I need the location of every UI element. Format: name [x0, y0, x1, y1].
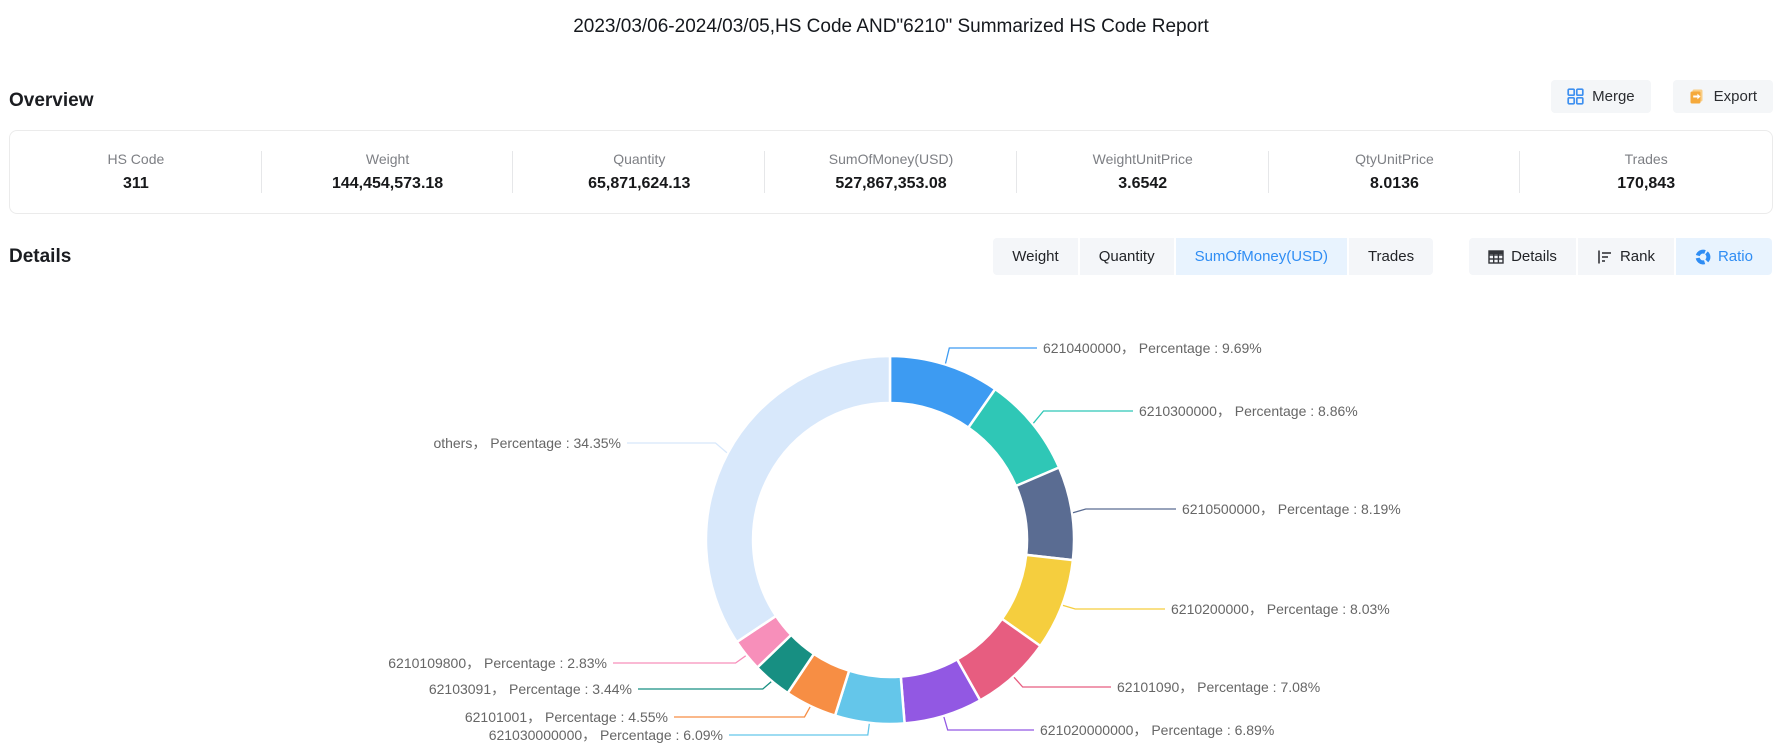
page-title: 2023/03/06-2024/03/05,HS Code AND"6210" …: [573, 16, 1209, 37]
tab-ratio-label: Ratio: [1717, 248, 1753, 265]
pie-leader-line-6210400000: [944, 347, 1037, 364]
pie-leader-line-62101090: [1013, 676, 1111, 688]
stat-value: 527,867,353.08: [835, 175, 947, 192]
pie-label-6210500000: 6210500000， Percentage : 8.19%: [1182, 501, 1401, 517]
stat-label: HS Code: [107, 151, 165, 167]
pie-leader-line-6210109800: [613, 655, 747, 664]
stat-label: WeightUnitPrice: [1092, 151, 1193, 167]
export-button[interactable]: Export: [1672, 80, 1773, 113]
pie-leader-line-6210200000: [1062, 604, 1165, 610]
pie-leader-line-621030000000: [729, 723, 870, 736]
tab-trades[interactable]: Trades: [1348, 238, 1434, 275]
pie-label-6210200000: 6210200000， Percentage : 8.03%: [1171, 601, 1390, 617]
stat-label: Weight: [365, 151, 410, 167]
pie-label-6210300000: 6210300000， Percentage : 8.86%: [1139, 403, 1358, 419]
stat-label: Trades: [1624, 151, 1668, 167]
pie-leader-line-62101001: [674, 706, 811, 718]
ratio-donut-icon: [1695, 249, 1711, 265]
tab-rank[interactable]: Rank: [1577, 238, 1674, 275]
pie-slice-others[interactable]: [704, 354, 892, 644]
stat-value: 311: [122, 175, 149, 192]
pie-label-62101090: 62101090， Percentage : 7.08%: [1117, 679, 1320, 695]
overview-heading: Overview: [9, 90, 94, 111]
stat-qty-unit-price: QtyUnitPrice 8.0136: [1269, 131, 1521, 213]
merge-button-label: Merge: [1592, 88, 1635, 105]
tab-quantity[interactable]: Quantity: [1079, 238, 1174, 275]
pie-label-6210400000: 6210400000， Percentage : 9.69%: [1043, 340, 1262, 356]
stat-weight: Weight 144,454,573.18: [262, 131, 514, 213]
pie-label-621030000000: 621030000000， Percentage : 6.09%: [489, 727, 723, 743]
stat-value: 3.6542: [1118, 175, 1168, 192]
stat-label: Quantity: [613, 151, 666, 167]
table-icon: [1488, 249, 1504, 265]
pie-leader-line-others: [627, 442, 728, 454]
pie-label-62101001: 62101001， Percentage : 4.55%: [465, 709, 668, 725]
metric-tab-group: Weight Quantity SumOfMoney(USD) Trades: [993, 238, 1434, 275]
merge-button[interactable]: Merge: [1551, 80, 1651, 113]
stat-quantity: Quantity 65,871,624.13: [513, 131, 765, 213]
rank-icon: [1597, 249, 1613, 265]
pie-leader-line-621020000000: [943, 716, 1034, 731]
tab-ratio[interactable]: Ratio: [1675, 238, 1772, 275]
export-icon: [1689, 88, 1706, 105]
tab-weight[interactable]: Weight: [993, 238, 1078, 275]
details-tab-row: Weight Quantity SumOfMoney(USD) Trades D…: [993, 238, 1772, 275]
pie-leader-line-6210300000: [1032, 410, 1133, 424]
stat-trades: Trades 170,843: [1520, 131, 1772, 213]
merge-icon: [1567, 88, 1584, 105]
stat-value: 8.0136: [1369, 175, 1419, 192]
pie-label-6210109800: 6210109800， Percentage : 2.83%: [388, 655, 607, 671]
tab-rank-label: Rank: [1619, 248, 1655, 265]
tab-sum-of-money[interactable]: SumOfMoney(USD): [1175, 238, 1347, 275]
stat-value: 144,454,573.18: [331, 175, 444, 192]
stat-value: 170,843: [1617, 175, 1676, 192]
stat-weight-unit-price: WeightUnitPrice 3.6542: [1017, 131, 1269, 213]
stat-value: 65,871,624.13: [588, 175, 691, 192]
overview-stats-card: HS Code 311 Weight 144,454,573.18 Quanti…: [9, 130, 1773, 214]
details-heading: Details: [9, 246, 72, 267]
export-button-label: Export: [1713, 88, 1757, 105]
pie-label-621020000000: 621020000000， Percentage : 6.89%: [1040, 722, 1274, 738]
pie-slice-6210500000[interactable]: [1014, 466, 1076, 562]
pie-leader-line-6210500000: [1072, 508, 1176, 514]
stat-label: QtyUnitPrice: [1355, 151, 1434, 167]
tab-details[interactable]: Details: [1469, 238, 1576, 275]
ratio-pie-chart: 6210400000， Percentage : 9.69% 6210300000…: [388, 340, 1401, 743]
pie-label-others: others， Percentage : 34.35%: [433, 435, 621, 451]
toolbar: Merge Export: [1551, 80, 1773, 113]
ratio-chart-container: 6210400000， Percentage : 9.69% 6210300000…: [0, 280, 1782, 751]
pie-leader-line-62103091: [638, 681, 772, 690]
stat-hs-code: HS Code 311: [10, 131, 262, 213]
view-tab-group: Details Rank Ratio: [1469, 238, 1772, 275]
tab-details-label: Details: [1511, 248, 1557, 265]
stat-label: SumOfMoney(USD): [828, 151, 954, 167]
stat-sum-of-money: SumOfMoney(USD) 527,867,353.08: [765, 131, 1017, 213]
pie-label-62103091: 62103091， Percentage : 3.44%: [429, 681, 632, 697]
